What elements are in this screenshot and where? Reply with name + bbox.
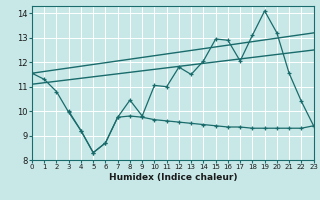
X-axis label: Humidex (Indice chaleur): Humidex (Indice chaleur) xyxy=(108,173,237,182)
